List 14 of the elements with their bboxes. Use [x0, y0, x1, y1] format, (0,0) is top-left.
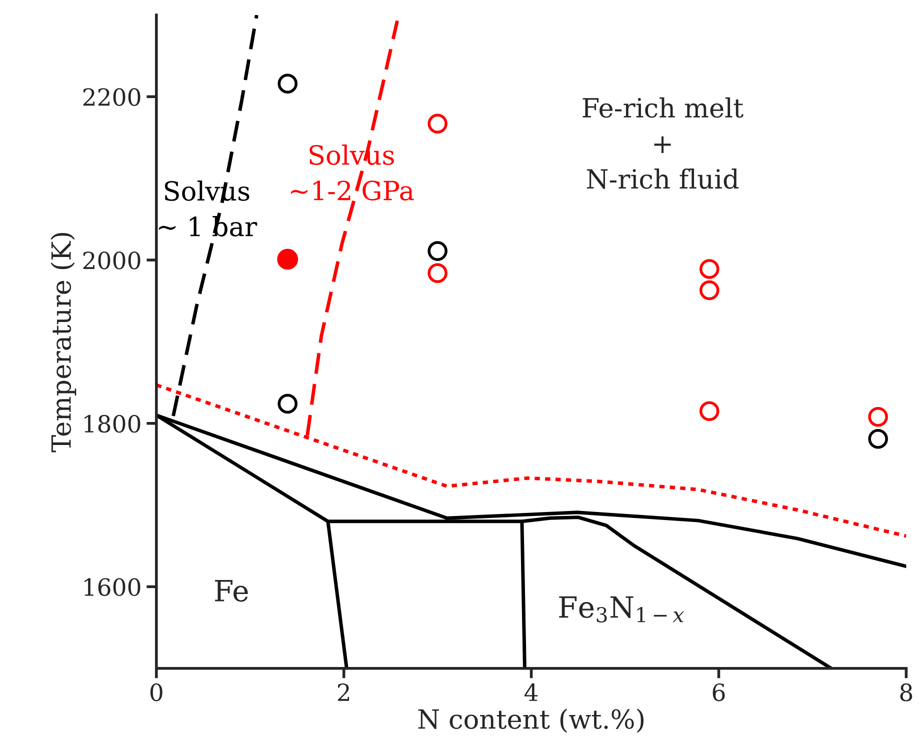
y-axis-title: Temperature (K) [50, 233, 76, 452]
annotation: Fe$_{3}$N$_{1−x}$ [559, 596, 684, 622]
x-tick-label: 4 [524, 683, 538, 701]
y-tick-label: 2200 [83, 88, 140, 106]
y-tick-label: 2000 [83, 251, 140, 270]
x-axis-title: N content (wt.%) [418, 708, 644, 733]
y-tick-label: 1800 [84, 414, 140, 433]
x-tick-label: 8 [900, 683, 912, 702]
y-tick-label: 1600 [84, 578, 140, 596]
annotation: Fe-rich melt + N-rich fluid [582, 97, 744, 189]
annotation: Fe [215, 580, 248, 602]
x-tick-label: 6 [712, 683, 725, 702]
x-tick-label: 2 [338, 683, 350, 701]
x-tick-label: 0 [150, 683, 162, 702]
